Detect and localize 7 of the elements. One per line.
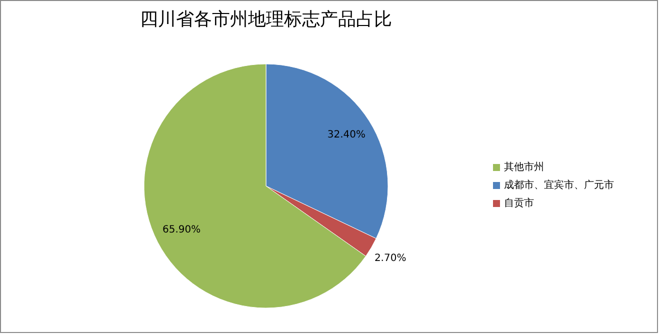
data-label: 65.90% — [162, 224, 201, 236]
legend-label: 成都市、宜宾市、广元市 — [504, 180, 614, 191]
legend-label: 自贡市 — [504, 198, 534, 209]
data-label: 32.40% — [327, 130, 366, 141]
legend-label: 其他市州 — [504, 162, 544, 173]
data-label: 2.70% — [374, 253, 406, 264]
chart-title: 四川省各市州地理标志产品占比 — [139, 8, 393, 31]
